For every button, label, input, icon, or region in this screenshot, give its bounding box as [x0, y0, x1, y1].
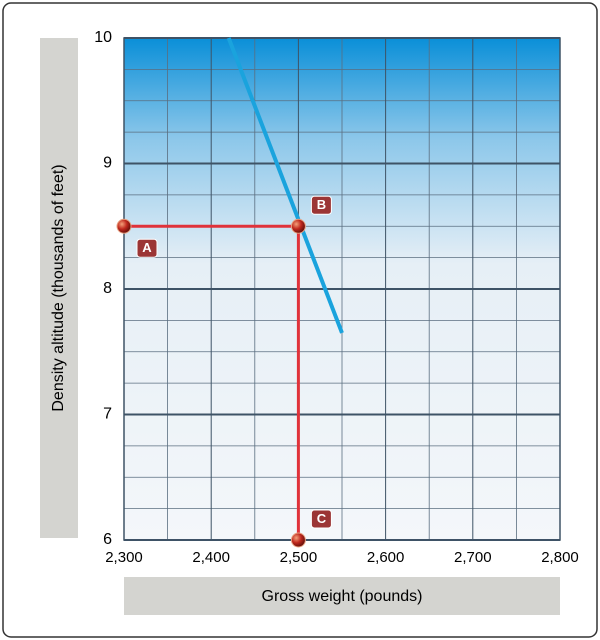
x-tick-label: 2,600 [367, 549, 405, 566]
point-label: B [317, 197, 326, 212]
point-marker [290, 532, 306, 548]
plot-border [123, 37, 561, 541]
y-tick-label: 6 [103, 531, 112, 548]
point-badge [310, 509, 332, 529]
x-tick-label: 2,300 [105, 549, 143, 566]
point-badge [310, 195, 332, 215]
point-marker [116, 218, 132, 234]
x-tick-label: 2,500 [280, 549, 318, 566]
x-tick-label: 2,400 [192, 549, 230, 566]
point-marker [290, 218, 306, 234]
point-label: C [317, 511, 327, 526]
y-axis-label: Density altitude (thousands of feet) [50, 164, 67, 411]
x-tick-label: 2,800 [541, 549, 579, 566]
point-label: A [142, 240, 152, 255]
x-axis-label: Gross weight (pounds) [262, 588, 423, 605]
y-tick-label: 7 [103, 406, 112, 423]
x-tick-label: 2,700 [454, 549, 492, 566]
point-badge [136, 238, 158, 258]
y-label-box [40, 38, 78, 538]
y-tick-label: 9 [103, 155, 112, 172]
y-tick-label: 10 [94, 29, 112, 46]
x-label-box [124, 577, 560, 615]
series-line [226, 37, 344, 334]
y-tick-label: 8 [103, 280, 112, 297]
